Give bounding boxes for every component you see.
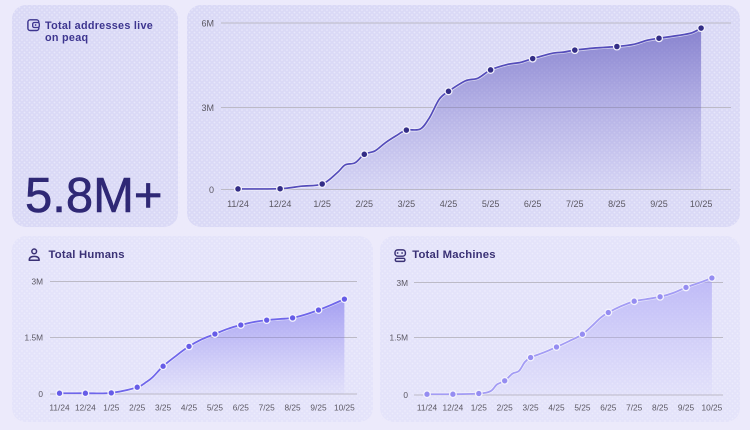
svg-text:7/25: 7/25 — [626, 402, 643, 412]
svg-text:2/25: 2/25 — [497, 402, 514, 412]
svg-text:10/25: 10/25 — [334, 402, 355, 412]
svg-text:1/25: 1/25 — [313, 199, 331, 209]
svg-text:12/24: 12/24 — [269, 199, 292, 209]
svg-text:11/24: 11/24 — [49, 402, 70, 412]
svg-text:11/24: 11/24 — [227, 199, 249, 209]
svg-text:8/25: 8/25 — [652, 402, 669, 412]
svg-text:5/25: 5/25 — [482, 199, 500, 209]
svg-text:4/25: 4/25 — [440, 199, 458, 209]
svg-text:8/25: 8/25 — [285, 402, 302, 412]
svg-text:7/25: 7/25 — [259, 402, 276, 412]
svg-text:5/25: 5/25 — [574, 402, 591, 412]
svg-text:11/24: 11/24 — [417, 402, 438, 412]
svg-text:5/25: 5/25 — [207, 402, 224, 412]
svg-text:12/24: 12/24 — [75, 402, 96, 412]
svg-text:3/25: 3/25 — [155, 402, 172, 412]
svg-text:0: 0 — [403, 390, 408, 400]
svg-text:4/25: 4/25 — [548, 402, 565, 412]
svg-text:7/25: 7/25 — [566, 199, 584, 209]
svg-text:1.5M: 1.5M — [390, 333, 409, 343]
svg-text:6/25: 6/25 — [233, 402, 250, 412]
svg-text:0: 0 — [209, 185, 214, 195]
svg-text:1/25: 1/25 — [103, 402, 120, 412]
svg-text:8/25: 8/25 — [608, 199, 626, 209]
svg-text:2/25: 2/25 — [356, 199, 374, 209]
svg-text:0: 0 — [38, 389, 43, 399]
svg-text:3M: 3M — [31, 277, 43, 287]
svg-text:4/25: 4/25 — [181, 402, 198, 412]
svg-text:12/24: 12/24 — [443, 402, 464, 412]
svg-text:9/25: 9/25 — [650, 199, 668, 209]
svg-text:9/25: 9/25 — [310, 402, 327, 412]
svg-text:3M: 3M — [201, 103, 214, 113]
svg-text:1/25: 1/25 — [471, 402, 488, 412]
svg-text:3M: 3M — [396, 278, 408, 288]
svg-text:6/25: 6/25 — [600, 402, 617, 412]
svg-text:3/25: 3/25 — [523, 402, 540, 412]
svg-text:10/25: 10/25 — [690, 199, 713, 209]
svg-text:1.5M: 1.5M — [25, 333, 44, 343]
svg-text:6M: 6M — [201, 19, 214, 29]
svg-text:9/25: 9/25 — [678, 402, 695, 412]
svg-text:3/25: 3/25 — [398, 199, 416, 209]
svg-text:10/25: 10/25 — [702, 402, 723, 412]
svg-text:6/25: 6/25 — [524, 199, 542, 209]
svg-text:2/25: 2/25 — [129, 402, 146, 412]
